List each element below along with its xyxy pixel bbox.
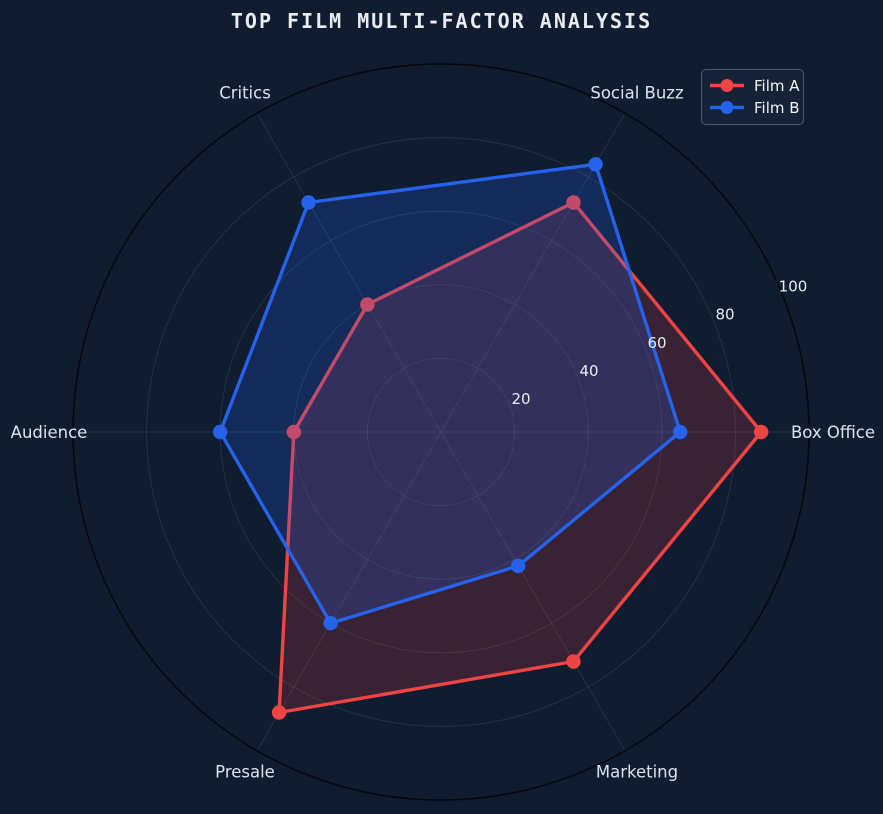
axis-label-audience: Audience (11, 423, 88, 442)
axis-label-box-office: Box Office (791, 423, 875, 442)
radial-tick-label-20: 20 (511, 390, 530, 408)
legend-label-film-b: Film B (754, 98, 800, 117)
series-film-b-marker-social-buzz (588, 157, 603, 172)
legend-item-film-b: Film B (708, 97, 800, 118)
axis-label-critics: Critics (219, 83, 271, 102)
axis-spoke-critics (256, 113, 442, 433)
legend-item-film-a: Film A (708, 75, 800, 96)
series-film-b-marker-presale (323, 616, 338, 631)
axis-label-social-buzz: Social Buzz (590, 83, 683, 102)
series-film-b-marker-audience (213, 424, 228, 440)
polar-spine (72, 63, 810, 801)
axis-label-marketing: Marketing (596, 762, 678, 781)
series-film-b-marker-marketing (511, 558, 526, 574)
axis-spoke-presale (256, 431, 442, 751)
series-film-a-marker-presale (271, 705, 287, 720)
series-film-a-marker-social-buzz (566, 195, 581, 210)
legend-label-film-a: Film A (754, 76, 800, 95)
film-a-line-marker-icon (710, 79, 744, 92)
radial-tick-label-100: 100 (779, 277, 808, 295)
series-film-b-marker-box-office (673, 424, 688, 440)
series-film-b-marker-critics (301, 195, 316, 210)
series-film-a-marker-audience (286, 424, 301, 440)
series-film-a-marker-critics (360, 297, 375, 312)
grid-circle-80 (146, 137, 736, 727)
film-b-line-marker-icon (710, 101, 744, 114)
series-film-a-marker-marketing (566, 654, 581, 669)
series-film-a-fill (279, 202, 762, 713)
legend: Film A Film B (701, 69, 804, 125)
series-film-b-fill (220, 164, 681, 624)
radial-tick-label-80: 80 (715, 306, 734, 324)
chart-title: TOP FILM MULTI-FACTOR ANALYSIS (230, 9, 653, 33)
axis-label-presale: Presale (215, 762, 275, 781)
axis-spoke-marketing (440, 431, 626, 751)
radial-tick-label-40: 40 (579, 362, 598, 380)
series-film-a-marker-box-office (754, 424, 769, 440)
radial-tick-label-60: 60 (647, 334, 666, 352)
grid-circle-20 (366, 357, 516, 507)
